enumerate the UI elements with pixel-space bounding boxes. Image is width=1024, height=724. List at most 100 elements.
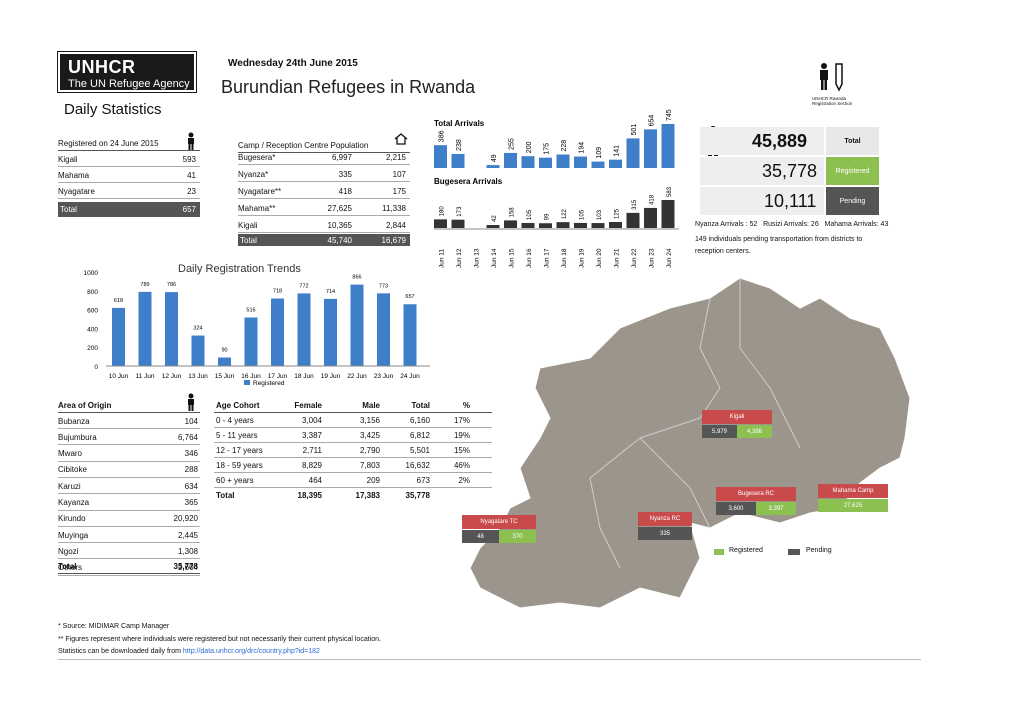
bugesera-arrival-label: 315	[632, 199, 638, 210]
table-row: 0 - 4 years 3,004 3,156 6,160 17%	[214, 413, 492, 428]
age-cell: 18,395	[297, 491, 322, 500]
total-value: 35,778	[173, 561, 198, 571]
x-tick-label: 19 Jun	[321, 373, 341, 380]
y-tick-label: 0	[94, 364, 98, 371]
total-label: Total	[240, 235, 257, 245]
total-value-a: 45,740	[327, 235, 352, 245]
total-arrival-bar	[626, 138, 640, 168]
total-arrival-bar	[591, 161, 605, 168]
table-row: 12 - 17 years 2,711 2,790 5,501 15%	[214, 443, 492, 458]
age-cell: 8,829	[301, 460, 322, 470]
total-arrivals-title: Total Arrivals	[434, 119, 485, 128]
bugesera-arrival-bar	[644, 207, 657, 228]
total-arrival-label: 745	[666, 109, 673, 121]
table-row: Kigali 10,365 2,844	[238, 218, 410, 233]
footer-source: * Source: MIDIMAR Camp Manager	[58, 623, 170, 630]
origin-name: Others	[58, 563, 83, 573]
x-tick-label: 23 Jun	[374, 373, 394, 380]
age-cell: 2,711	[302, 445, 322, 455]
age-header: Age Cohort Female Male Total%	[214, 398, 492, 413]
registration-bar	[165, 292, 178, 366]
total-arrival-label: 386	[439, 130, 446, 142]
origin-value: 20,920	[173, 514, 198, 524]
age-cell: 35,778	[405, 491, 430, 500]
total-row: Total 45,740 16,679	[238, 234, 410, 246]
origin-name: Kayanza	[58, 498, 90, 507]
x-tick-label: 15 Jun	[215, 373, 235, 380]
bugesera-arrival-label: 125	[615, 208, 621, 219]
table-row: Mwaro 346	[58, 447, 200, 462]
total-value-b: 16,679	[381, 235, 406, 245]
age-cell: 2,790	[359, 445, 380, 455]
bar-value-label: 773	[379, 283, 388, 289]
registered-box	[700, 157, 824, 185]
bugesera-arrival-label: 105	[580, 209, 586, 220]
date-tick-label: Jun 13	[474, 248, 481, 268]
x-tick-label: 11 Jun	[135, 373, 154, 380]
origin-name: Bubanza	[58, 416, 90, 426]
camp-name: Bugesera*	[238, 152, 276, 162]
footer-download: Statistics can be downloaded daily from …	[58, 648, 320, 655]
table-row: 18 - 59 years 8,829 7,803 16,632 46%	[214, 458, 492, 473]
date-tick-label: Jun 21	[614, 248, 621, 268]
x-tick-label: 16 Jun	[241, 373, 261, 380]
age-cell: 18 - 59 years	[216, 460, 263, 470]
map-registered-value: 4,386	[737, 425, 772, 438]
y-tick-label: 200	[87, 345, 98, 352]
origin-value: 1,308	[177, 546, 198, 556]
age-cell: 12 - 17 years	[216, 445, 263, 455]
age-cell: 6,160	[409, 415, 430, 425]
age-cell: 673	[416, 475, 430, 485]
registration-bar	[112, 307, 125, 366]
footer-note: ** Figures represent where individuals w…	[58, 636, 381, 643]
age-cell: 5,501	[409, 445, 430, 455]
table-row: Mahama** 27,625 11,338	[238, 201, 410, 216]
total-row: Total 35,778	[58, 559, 200, 574]
map-pending-value: 48	[462, 530, 499, 543]
bar-value-label: 866	[352, 275, 361, 281]
total-arrival-bar	[609, 159, 622, 168]
registration-bar	[350, 284, 364, 366]
bugesera-arrival-bar	[521, 222, 535, 228]
y-tick-label: 600	[87, 308, 98, 315]
camp-value-a: 10,365	[327, 220, 352, 230]
age-cell: 3,156	[359, 415, 380, 425]
total-arrival-label: 109	[596, 147, 603, 159]
map-registered-value: 27,625	[818, 499, 888, 512]
age-cell: Total	[216, 491, 235, 500]
table-row: Nyagatare 23	[58, 184, 200, 199]
age-cell: 17,383	[355, 491, 380, 500]
age-cell: 3,387	[301, 430, 322, 440]
house-icon	[394, 133, 408, 145]
logo-subtext: The UN Refugee Agency	[68, 78, 190, 90]
x-tick-label: 18 Jun	[294, 373, 314, 380]
bugesera-arrival-bar	[574, 222, 587, 228]
total-arrival-label: 228	[561, 140, 568, 152]
total-label: Total	[58, 561, 77, 571]
map-pending-value: 5,979	[702, 425, 737, 438]
map-registered-value: 370	[499, 530, 536, 543]
camp-name: Kigali	[238, 220, 258, 230]
camp-name: Nyagatare**	[238, 186, 282, 196]
date-tick-label: Jun 19	[579, 248, 586, 268]
camp-header-text: Camp / Reception Centre Population	[238, 140, 369, 150]
camp-value-b: 175	[392, 186, 406, 196]
download-link[interactable]: http://data.unhcr.org/drc/country.php?id…	[182, 648, 320, 655]
total-arrival-bar	[556, 154, 570, 168]
total-arrival-bar	[504, 152, 517, 168]
registration-bar	[403, 304, 417, 366]
registered-value: 35,778	[762, 161, 818, 181]
total-arrival-bar	[574, 156, 587, 168]
camp-value-b: 2,844	[385, 220, 406, 230]
page-title: Burundian Refugees in Rwanda	[221, 77, 476, 97]
bugesera-arrival-bar	[661, 200, 675, 228]
bar-value-label: 90	[221, 348, 227, 354]
person-icon	[188, 132, 194, 150]
camp-header: Camp / Reception Centre Population	[238, 138, 410, 153]
legend-registered-swatch	[714, 549, 724, 555]
table-row: Kirundo 20,920	[58, 512, 200, 527]
table-row: Nyagatare** 418 175	[238, 184, 410, 199]
bugesera-arrival-label: 103	[597, 209, 603, 220]
total-arrival-label: 141	[614, 145, 621, 157]
table-row: Bujumbura 6,764	[58, 430, 200, 446]
